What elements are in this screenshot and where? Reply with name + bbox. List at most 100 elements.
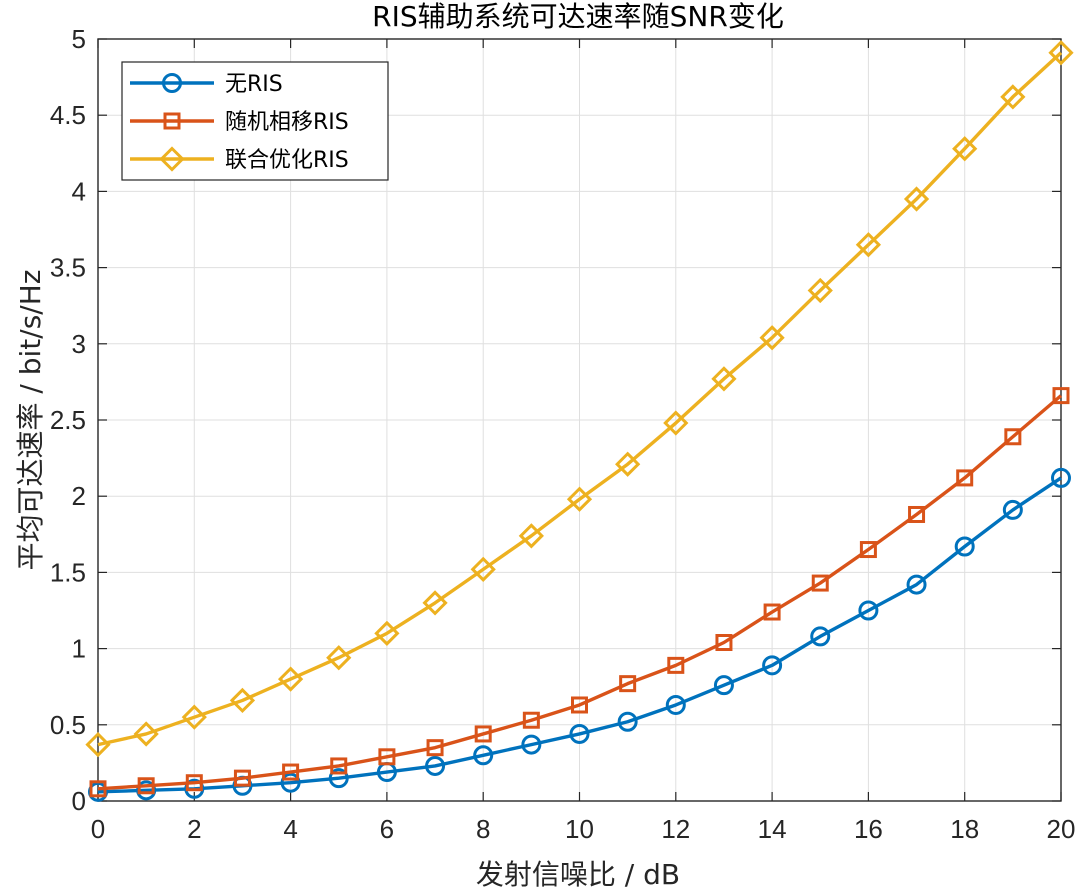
legend-marker — [162, 73, 182, 93]
x-tick-label: 18 — [950, 814, 979, 844]
plot-series — [85, 40, 1074, 802]
x-tick-label: 0 — [91, 814, 105, 844]
data-point — [571, 696, 588, 714]
data-point — [759, 325, 785, 351]
data-point — [855, 232, 882, 258]
legend-marker — [159, 146, 185, 172]
x-tick-label: 10 — [565, 814, 594, 844]
data-point — [903, 186, 930, 212]
data-point — [713, 675, 734, 696]
data-point — [715, 634, 733, 652]
y-tick-label: 0.5 — [50, 710, 86, 740]
series-square — [89, 387, 1070, 798]
chart-title: RIS辅助系统可达速率随SNR变化 — [372, 0, 784, 33]
data-point — [1051, 467, 1071, 488]
data-point — [229, 687, 256, 714]
y-tick-label: 4.5 — [50, 100, 86, 130]
x-tick-label: 8 — [476, 814, 490, 844]
axes: 0 2 4 6 8 10 12 14 16 18 20 0 0.5 1 1.5 2 2.5 3 3.5 4 4.5 5 — [50, 24, 1076, 844]
legend-entry: 无RIS — [130, 72, 283, 97]
data-point — [133, 721, 159, 747]
data-point — [617, 711, 638, 732]
data-point — [181, 704, 207, 730]
x-tick-label: 6 — [380, 814, 394, 844]
data-point — [426, 739, 444, 757]
legend-entry: 联合优化RIS — [130, 146, 349, 173]
series-line — [97, 51, 1063, 747]
data-point — [952, 136, 978, 162]
data-point — [711, 366, 737, 392]
data-point — [185, 774, 203, 792]
series-line — [97, 476, 1062, 794]
data-point — [474, 725, 492, 743]
y-axis-label: 平均可达速率 / bit/s/Hz — [14, 270, 47, 571]
data-point — [374, 620, 400, 646]
y-tick-label: 0 — [72, 786, 86, 816]
y-tick-label: 2.5 — [50, 405, 86, 435]
data-point — [663, 410, 689, 436]
y-tick-label: 5 — [72, 24, 86, 54]
series-line — [97, 394, 1063, 791]
data-point — [811, 574, 829, 592]
data-point — [1000, 84, 1026, 110]
data-point — [473, 745, 494, 766]
data-point — [378, 748, 396, 766]
data-point — [954, 536, 975, 557]
data-point — [470, 556, 496, 582]
data-point — [137, 777, 155, 795]
x-tick-label: 2 — [187, 814, 201, 844]
data-point — [282, 763, 300, 781]
y-tick-label: 2 — [72, 481, 86, 511]
data-point — [906, 574, 927, 595]
data-point — [326, 645, 352, 671]
y-tick-label: 3 — [72, 329, 86, 359]
data-point — [762, 655, 783, 676]
data-point — [330, 757, 348, 775]
data-point — [522, 711, 540, 729]
data-point — [521, 734, 542, 755]
data-point — [422, 590, 448, 616]
x-tick-label: 20 — [1047, 814, 1076, 844]
data-point — [667, 656, 685, 674]
y-tick-label: 1 — [72, 634, 86, 664]
data-point — [569, 723, 590, 744]
legend-entry: 随机相移RIS — [130, 110, 349, 135]
y-tick-label: 3.5 — [50, 253, 86, 283]
data-point — [807, 277, 833, 304]
legend: 无RIS 随机相移RIS 联合优化RIS — [121, 61, 389, 181]
data-point — [615, 451, 641, 477]
y-tick-label: 4 — [72, 176, 86, 206]
data-point — [763, 603, 781, 621]
data-point — [619, 675, 637, 693]
data-point — [810, 626, 831, 647]
data-point — [328, 768, 349, 789]
data-point — [1004, 428, 1022, 446]
data-point — [233, 769, 251, 787]
series-diamond — [85, 40, 1074, 758]
data-point — [425, 755, 446, 776]
data-point — [1052, 387, 1070, 405]
data-point — [859, 541, 877, 559]
legend-marker — [163, 112, 181, 130]
data-point — [665, 694, 686, 715]
x-axis-label: 发射信噪比 / dB — [476, 858, 680, 891]
data-point — [1048, 40, 1074, 66]
data-point — [518, 523, 544, 549]
x-tick-label: 14 — [758, 814, 787, 844]
data-point — [277, 666, 304, 692]
data-point — [280, 772, 301, 793]
data-point — [566, 486, 593, 512]
data-point — [85, 731, 111, 758]
data-point — [1002, 499, 1023, 520]
data-point — [858, 600, 879, 621]
legend-label: 无RIS — [225, 72, 283, 97]
data-point — [956, 469, 974, 487]
legend-label: 联合优化RIS — [225, 148, 349, 173]
y-tick-label: 1.5 — [50, 557, 86, 587]
x-tick-label: 4 — [283, 814, 297, 844]
x-tick-label: 16 — [854, 814, 883, 844]
x-tick-label: 12 — [661, 814, 690, 844]
legend-label: 随机相移RIS — [225, 110, 349, 135]
data-point — [89, 780, 107, 798]
